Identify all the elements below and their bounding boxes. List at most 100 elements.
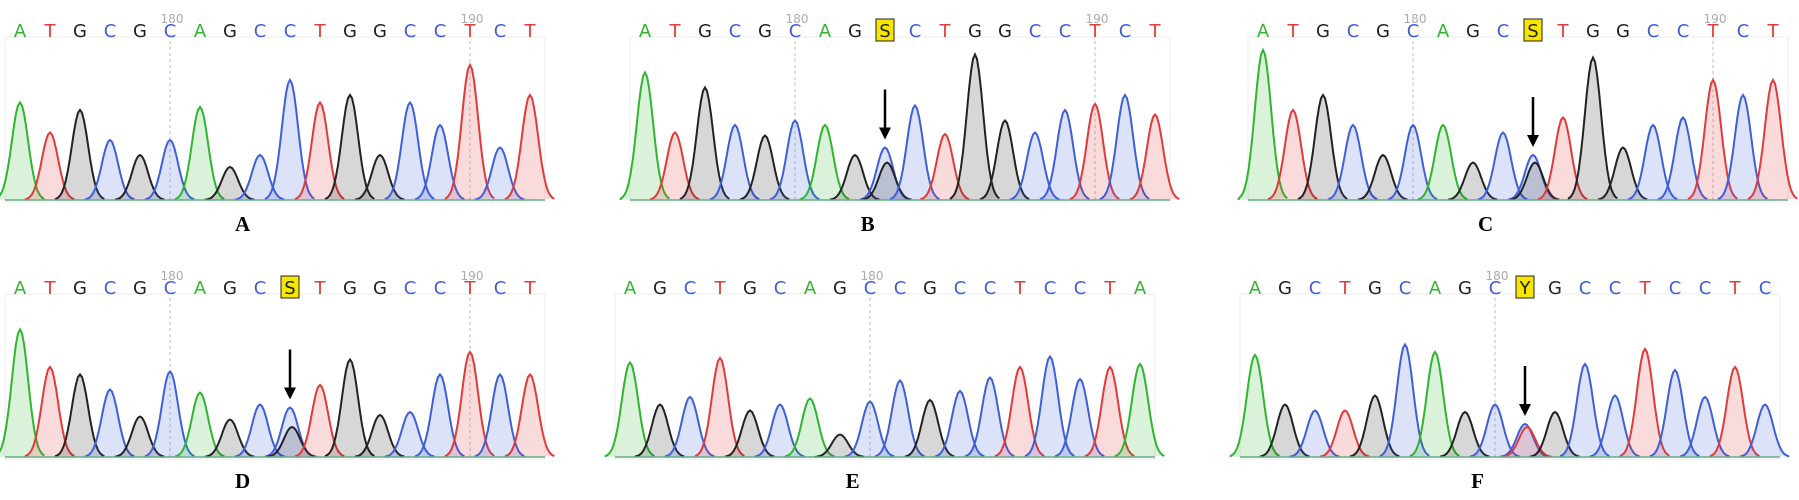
trace-peak xyxy=(1319,409,1370,458)
panel-label: E xyxy=(846,469,860,493)
panel-frame xyxy=(4,36,546,203)
position-marker: 190 xyxy=(1086,12,1109,26)
trace-peak xyxy=(1417,123,1468,201)
trace-peak xyxy=(1349,394,1400,458)
trace-peak xyxy=(444,62,495,200)
base-call: A xyxy=(14,278,27,299)
trace-peak xyxy=(504,372,555,457)
base-call: A xyxy=(1429,278,1442,299)
base-call: C xyxy=(1669,278,1682,299)
trace-peak xyxy=(266,425,317,458)
base-call: G xyxy=(1548,278,1562,299)
base-call: C xyxy=(1609,278,1622,299)
base-call: T xyxy=(464,21,477,42)
trace-peak xyxy=(294,383,345,458)
base-call: C xyxy=(1759,278,1772,299)
arrow-head xyxy=(284,387,296,400)
trace-peak xyxy=(1589,394,1640,458)
base-call: C xyxy=(104,278,117,299)
trace-peak xyxy=(664,395,715,458)
trace-peak xyxy=(844,400,895,458)
trace-peak xyxy=(1357,153,1408,201)
base-call: T xyxy=(1287,21,1300,42)
base-call: C xyxy=(1347,21,1360,42)
base-call: C xyxy=(864,278,877,299)
base-call: C xyxy=(104,21,117,42)
base-call: C xyxy=(1044,278,1057,299)
trace-peak xyxy=(1627,123,1678,201)
base-call: C xyxy=(254,21,267,42)
base-call: A xyxy=(1257,21,1270,42)
base-call: G xyxy=(223,278,237,299)
base-call: C xyxy=(1074,278,1087,299)
base-call: C xyxy=(1647,21,1660,42)
base-call: C xyxy=(774,278,787,299)
base-call: G xyxy=(133,21,147,42)
base-call: T xyxy=(1557,21,1570,42)
trace-peak xyxy=(1537,115,1588,200)
panel-frame xyxy=(1239,293,1781,460)
base-call: G xyxy=(833,278,847,299)
ambiguous-highlight xyxy=(1515,275,1535,299)
trace-peak xyxy=(234,403,285,458)
base-call: C xyxy=(254,278,267,299)
panel-label: D xyxy=(235,469,250,493)
base-call: C xyxy=(434,21,447,42)
trace-peak xyxy=(964,375,1015,458)
trace-peak xyxy=(1289,409,1340,458)
base-call: T xyxy=(524,278,537,299)
trace-peak xyxy=(1069,102,1120,200)
trace-peak xyxy=(739,134,790,201)
base-call: C xyxy=(1119,21,1132,42)
trace-peak xyxy=(24,365,75,457)
base-call: C xyxy=(1407,21,1420,42)
trace-peak xyxy=(994,365,1045,457)
base-call: C xyxy=(434,278,447,299)
trace-peak xyxy=(144,138,195,201)
trace-peak xyxy=(354,413,405,458)
panel-label: B xyxy=(861,212,875,236)
base-call: T xyxy=(1707,21,1720,42)
trace-peak xyxy=(1447,161,1498,201)
base-call: A xyxy=(624,278,637,299)
base-call: G xyxy=(698,21,712,42)
trace-peak xyxy=(324,93,375,200)
trace-peak xyxy=(414,372,465,457)
base-call: C xyxy=(494,278,507,299)
base-call: C xyxy=(1489,278,1502,299)
base-call: C xyxy=(164,21,177,42)
ambiguous-highlight xyxy=(280,275,300,299)
trace-peak xyxy=(384,410,435,458)
trace-peak xyxy=(1717,93,1768,200)
trace-peak xyxy=(1379,342,1430,457)
base-call: T xyxy=(1639,278,1652,299)
trace-peak xyxy=(784,397,835,458)
base-call: C xyxy=(954,278,967,299)
trace-peak xyxy=(294,100,345,200)
trace-peak xyxy=(1387,123,1438,201)
ambiguous-highlight xyxy=(875,18,895,42)
trace-peak xyxy=(324,357,375,457)
trace-peak xyxy=(634,403,685,458)
base-call: S xyxy=(284,278,295,299)
base-call: T xyxy=(44,278,57,299)
base-call: C xyxy=(894,278,907,299)
base-call: A xyxy=(1437,21,1450,42)
position-marker: 180 xyxy=(786,12,809,26)
base-call: A xyxy=(194,21,207,42)
base-call: G xyxy=(223,21,237,42)
trace-peak xyxy=(114,153,165,201)
trace-peak xyxy=(904,398,955,458)
trace-peak xyxy=(1739,403,1790,458)
base-call: G xyxy=(1278,278,1292,299)
trace-peak xyxy=(1509,161,1560,201)
trace-peak xyxy=(1567,55,1618,200)
base-call: A xyxy=(1134,278,1147,299)
base-call: C xyxy=(1029,21,1042,42)
base-call: C xyxy=(1579,278,1592,299)
base-call: A xyxy=(819,21,832,42)
trace-peak xyxy=(754,403,805,458)
base-call: G xyxy=(653,278,667,299)
base-call: G xyxy=(1466,21,1480,42)
